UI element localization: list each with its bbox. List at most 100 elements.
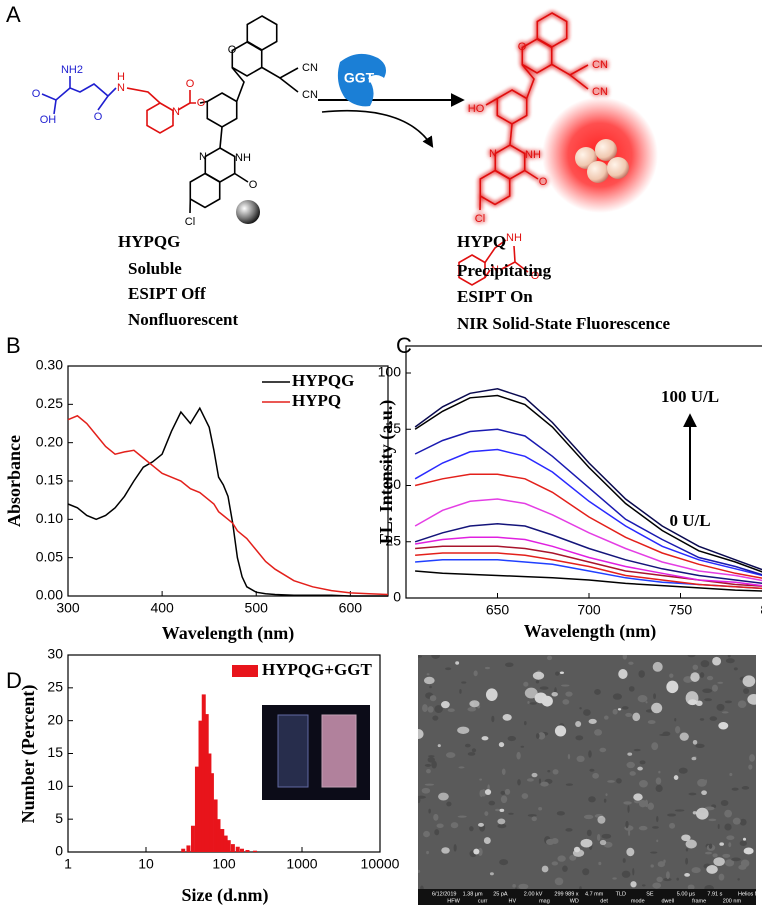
y-tick-label: 50 — [385, 476, 401, 492]
sem-grain — [431, 655, 440, 659]
atom-label: O — [249, 179, 258, 191]
sem-grain — [575, 735, 584, 741]
atom-label: O — [197, 97, 206, 109]
sem-grain — [645, 701, 648, 704]
sem-particle — [483, 837, 491, 844]
sem-grain — [737, 878, 740, 881]
sem-grain — [675, 726, 681, 734]
sem-grain — [612, 708, 618, 715]
sem-grain — [651, 742, 659, 751]
sem-grain — [450, 822, 459, 829]
sem-particle — [706, 865, 718, 874]
sem-grain — [652, 826, 659, 829]
sem-texture — [418, 655, 756, 892]
y-tick-label: 0 — [393, 589, 401, 605]
sem-particle — [484, 789, 492, 795]
bond — [189, 90, 196, 104]
sem-grain — [739, 818, 747, 826]
probe-ball — [236, 200, 260, 224]
sem-grain — [628, 686, 635, 692]
legend-swatch — [232, 665, 258, 677]
sem-info: WD — [570, 898, 579, 904]
sem-grain — [687, 655, 696, 658]
sem-grain — [523, 721, 527, 726]
sem-grain — [569, 854, 577, 861]
sem-grain — [708, 818, 717, 822]
sem-grain — [729, 772, 733, 777]
sem-grain — [656, 815, 659, 823]
sem-grain — [505, 662, 514, 668]
sem-grain — [445, 667, 452, 671]
y-tick-label: 0.20 — [36, 433, 63, 449]
sem-info: Helios NanoLab G3 UC — [738, 891, 762, 897]
bar — [190, 825, 195, 852]
sem-grain — [535, 733, 540, 739]
sem-grain — [445, 752, 456, 759]
sem-grain — [604, 715, 609, 720]
bond — [261, 66, 299, 79]
sem-grain — [731, 857, 741, 862]
sem-grain — [722, 853, 731, 858]
sem-particle — [575, 721, 582, 728]
sem-particle — [691, 756, 697, 761]
sem-particle — [747, 694, 756, 705]
x-axis-label: Size (d.nm) — [182, 885, 269, 906]
data-line — [414, 448, 762, 577]
sem-grain — [628, 829, 631, 837]
bond — [189, 172, 221, 209]
sem-grain — [545, 838, 555, 846]
y-tick-label: 0.05 — [36, 548, 63, 564]
atom-label: O — [32, 88, 41, 100]
data-line — [67, 406, 388, 597]
sem-grain — [433, 813, 439, 821]
y-axis-label: FL. Intensity (a.u.) — [376, 400, 397, 545]
legend-label: HYPQG — [292, 371, 354, 390]
sem-grain — [589, 768, 595, 772]
sem-grain — [540, 781, 549, 787]
sem-grain — [612, 693, 622, 700]
y-tick-label: 0.30 — [36, 357, 63, 373]
y-tick-label: 0.00 — [36, 587, 63, 603]
sem-particle — [651, 702, 663, 714]
sem-grain — [663, 877, 672, 882]
reactant-prop: ESIPT Off — [128, 284, 206, 303]
bond — [219, 126, 223, 149]
bar — [223, 835, 228, 852]
sem-grain — [497, 823, 507, 829]
legend-label: HYPQG+GGT — [262, 660, 372, 679]
bar — [181, 848, 186, 852]
sem-grain — [627, 805, 630, 813]
sem-grain — [639, 760, 646, 765]
sem-grain — [655, 777, 662, 785]
sem-grain — [424, 763, 432, 767]
sem-grain — [657, 861, 666, 868]
sem-grain — [726, 835, 735, 841]
sem-grain — [500, 790, 506, 795]
sem-particle — [524, 687, 538, 699]
sem-grain — [562, 865, 568, 872]
sem-grain — [461, 681, 467, 684]
sem-grain — [638, 825, 648, 831]
sem-grain — [621, 870, 631, 878]
y-tick-label: 0 — [55, 843, 63, 859]
sem-grain — [718, 873, 725, 881]
bond — [206, 92, 238, 128]
sem-info: mode — [631, 898, 645, 904]
atom-label: HO — [468, 103, 485, 115]
x-tick-label: 100 — [212, 856, 236, 872]
sem-grain — [547, 769, 551, 773]
y-axis-label: Number (Percent) — [18, 685, 39, 824]
sem-grain — [650, 864, 654, 868]
sem-grain — [551, 861, 559, 866]
sem-grain — [594, 729, 603, 736]
sem-grain — [501, 768, 506, 775]
sem-grain — [725, 658, 735, 664]
sem-particle — [652, 661, 663, 672]
x-tick-label: 750 — [669, 602, 693, 618]
data-line — [414, 473, 762, 579]
aggregate — [607, 157, 629, 179]
bar — [194, 766, 199, 852]
sem-grain — [659, 733, 668, 736]
sem-grain — [421, 787, 431, 794]
